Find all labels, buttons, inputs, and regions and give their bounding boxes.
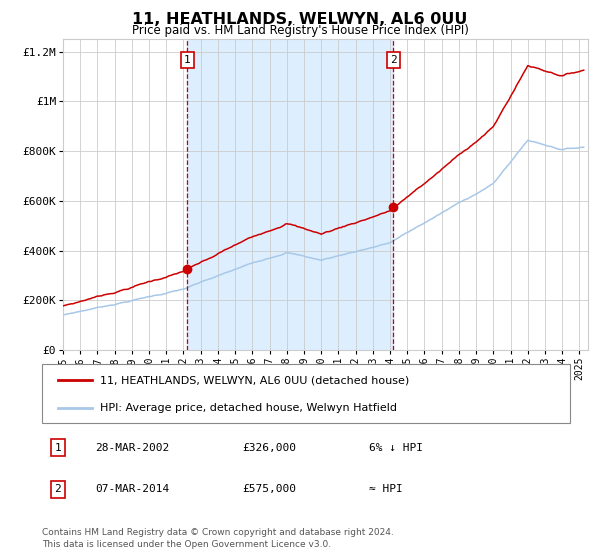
Text: Price paid vs. HM Land Registry's House Price Index (HPI): Price paid vs. HM Land Registry's House … bbox=[131, 24, 469, 37]
Text: 2: 2 bbox=[55, 484, 61, 494]
Text: 6% ↓ HPI: 6% ↓ HPI bbox=[370, 443, 424, 452]
Text: HPI: Average price, detached house, Welwyn Hatfield: HPI: Average price, detached house, Welw… bbox=[100, 403, 397, 413]
Text: ≈ HPI: ≈ HPI bbox=[370, 484, 403, 494]
Text: 07-MAR-2014: 07-MAR-2014 bbox=[95, 484, 169, 494]
Text: 28-MAR-2002: 28-MAR-2002 bbox=[95, 443, 169, 452]
Text: 2: 2 bbox=[390, 55, 397, 66]
Text: £575,000: £575,000 bbox=[242, 484, 296, 494]
Bar bbox=[187, 39, 393, 350]
Text: 1: 1 bbox=[184, 55, 191, 66]
Text: 1: 1 bbox=[55, 443, 61, 452]
Text: This data is licensed under the Open Government Licence v3.0.: This data is licensed under the Open Gov… bbox=[42, 540, 331, 549]
Text: Contains HM Land Registry data © Crown copyright and database right 2024.: Contains HM Land Registry data © Crown c… bbox=[42, 528, 394, 536]
Text: 11, HEATHLANDS, WELWYN, AL6 0UU (detached house): 11, HEATHLANDS, WELWYN, AL6 0UU (detache… bbox=[100, 375, 409, 385]
Text: 11, HEATHLANDS, WELWYN, AL6 0UU: 11, HEATHLANDS, WELWYN, AL6 0UU bbox=[133, 12, 467, 27]
Text: £326,000: £326,000 bbox=[242, 443, 296, 452]
